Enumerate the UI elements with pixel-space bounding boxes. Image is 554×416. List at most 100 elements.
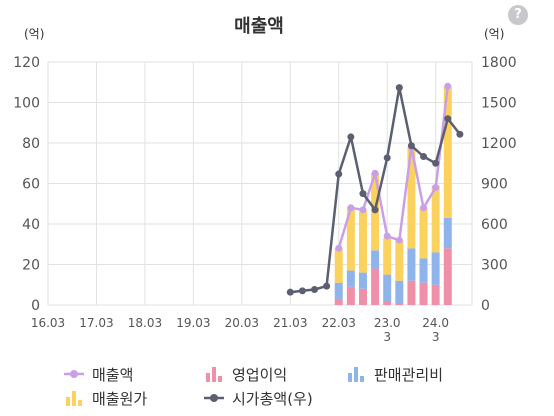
legend-label: 영업이익 — [232, 366, 287, 384]
x-tick-label: 18.03 — [128, 316, 162, 330]
bar-sga — [346, 270, 355, 287]
point-mcap — [286, 288, 294, 296]
x-tick-label: 17.03 — [79, 316, 113, 330]
point-mcap — [432, 159, 440, 167]
legend-item-sga: 판매관리비 — [348, 366, 443, 384]
bar-sga — [371, 250, 380, 269]
point-mcap — [347, 133, 355, 141]
bar-sga — [395, 280, 404, 303]
legend-label: 시가총액(우) — [232, 390, 313, 408]
y-left-unit: (억) — [24, 27, 44, 41]
y-right-tick-label: 1200 — [481, 136, 517, 152]
y-left-tick-label: 80 — [22, 136, 40, 152]
legend-bar-marker — [360, 376, 364, 382]
point-mcap — [407, 142, 415, 150]
bar-sga — [431, 252, 440, 285]
point-revenue — [432, 184, 440, 192]
legend-bar-marker — [354, 367, 358, 382]
x-tick-label: 16.03 — [31, 316, 65, 330]
point-mcap — [395, 84, 403, 92]
legend-label: 매출원가 — [92, 390, 147, 408]
line-revenue — [337, 86, 450, 249]
x-tick-label: 22.03 — [322, 316, 356, 330]
legend-bar-marker — [72, 391, 76, 406]
legend-dot-marker — [70, 370, 78, 378]
chart-title: 매출액 — [234, 16, 284, 37]
point-revenue — [347, 204, 355, 212]
bar-cogs — [443, 86, 452, 218]
bar-cogs — [358, 209, 367, 273]
x-tick-label: 24.0 — [422, 316, 449, 330]
y-right-tick-label: 1800 — [481, 55, 517, 71]
bar-sga — [419, 258, 428, 283]
y-left-tick-label: 20 — [22, 258, 40, 274]
legend-bar-marker — [348, 373, 352, 382]
y-left-tick-label: 0 — [31, 298, 40, 314]
bar-cogs — [407, 147, 416, 249]
y-right-unit: (억) — [484, 27, 504, 41]
point-revenue — [420, 204, 428, 212]
bar-cogs — [383, 238, 392, 275]
x-tick-label: 20.03 — [225, 316, 259, 330]
bar-sga — [443, 217, 452, 249]
point-mcap — [383, 154, 391, 162]
x-tick-label: 19.03 — [176, 316, 210, 330]
y-left-tick-label: 40 — [22, 217, 40, 233]
y-left-tick-label: 100 — [13, 96, 40, 112]
x-tick-label: 23.0 — [374, 316, 401, 330]
point-mcap — [359, 190, 367, 198]
point-mcap — [444, 115, 452, 123]
point-mcap — [298, 287, 306, 295]
legend-bar-marker — [66, 397, 70, 406]
bar-op — [443, 248, 452, 305]
point-revenue — [444, 82, 452, 90]
bar-op — [346, 286, 355, 305]
point-mcap — [420, 153, 428, 160]
bar-cogs — [334, 248, 343, 283]
bar-op — [371, 268, 380, 305]
legend-item-revenue: 매출액 — [64, 366, 133, 384]
point-revenue — [383, 232, 391, 240]
point-revenue — [335, 244, 343, 252]
x-tick-label: 3 — [383, 330, 391, 344]
bar-op — [334, 298, 343, 305]
y-right-tick-label: 600 — [481, 217, 508, 233]
legend-item-op: 영업이익 — [206, 366, 287, 384]
bar-op — [395, 302, 404, 305]
y-right-tick-label: 0 — [481, 298, 490, 314]
point-revenue — [371, 169, 379, 177]
bar-cogs — [346, 207, 355, 271]
bar-op — [407, 280, 416, 305]
y-right-tick-label: 900 — [481, 177, 508, 193]
legend-bar-marker — [78, 400, 82, 406]
point-mcap — [456, 130, 464, 138]
bar-op — [419, 282, 428, 305]
point-revenue — [359, 206, 367, 214]
bar-op — [431, 284, 440, 305]
y-right-tick-label: 1500 — [481, 96, 517, 112]
y-right-tick-label: 300 — [481, 258, 508, 274]
help-icon[interactable]: ? — [508, 5, 528, 25]
y-left-tick-label: 120 — [13, 55, 40, 71]
point-mcap — [371, 206, 379, 214]
legend-bar-marker — [218, 376, 222, 382]
x-tick-label: 3 — [432, 330, 440, 344]
bar-cogs — [431, 185, 440, 253]
legend-item-cogs: 매출원가 — [66, 390, 147, 408]
legend-label: 매출액 — [92, 366, 133, 384]
bar-sga — [383, 274, 392, 301]
bar-op — [383, 300, 392, 305]
point-mcap — [323, 282, 331, 290]
bar-cogs — [419, 207, 428, 259]
legend-item-mcap: 시가총액(우) — [204, 390, 313, 408]
legend-bar-marker — [212, 367, 216, 382]
bar-sga — [358, 272, 367, 289]
legend-bar-marker — [206, 373, 210, 382]
bar-op — [358, 288, 367, 305]
legend-label: 판매관리비 — [374, 366, 443, 384]
bar-sga — [407, 248, 416, 281]
bar-cogs — [395, 240, 404, 281]
bar-sga — [334, 282, 343, 299]
point-mcap — [335, 170, 343, 178]
